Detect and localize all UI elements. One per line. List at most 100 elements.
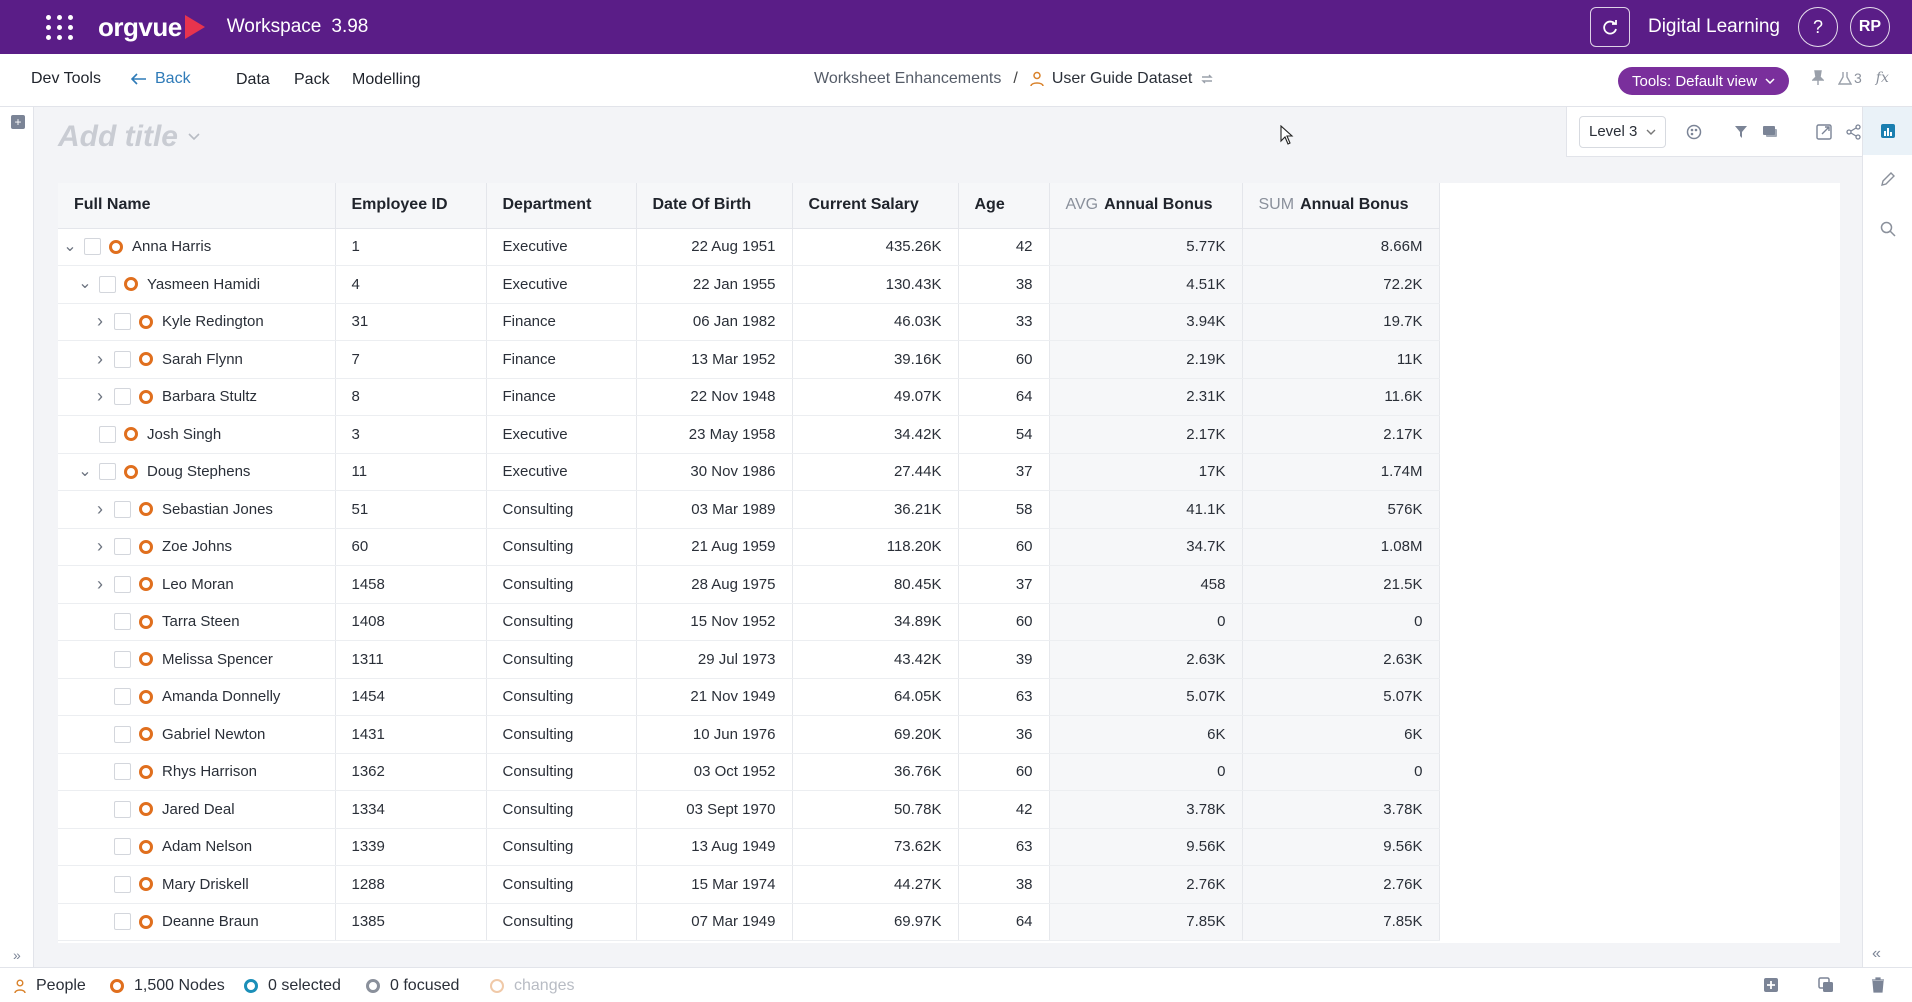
table-row[interactable]: Rhys Harrison 1362 Consulting 03 Oct 1952 36…	[58, 753, 1440, 791]
column-header[interactable]: Date Of Birth	[636, 183, 793, 229]
row-checkbox[interactable]	[114, 350, 131, 368]
name-cell[interactable]: Rhys Harrison	[58, 753, 336, 791]
salary-cell[interactable]: 69.20K	[792, 715, 959, 754]
salary-cell[interactable]: 49.07K	[792, 378, 959, 416]
dob-cell[interactable]: 29 Jul 1973	[636, 640, 793, 679]
sum-bonus-cell[interactable]: 0	[1242, 753, 1440, 791]
table-row[interactable]: ⌄ Doug Stephens 11 Executive 30 Nov 1986 27.4…	[58, 453, 1440, 491]
department-cell[interactable]: Executive	[486, 415, 637, 454]
history-button[interactable]: 3	[1838, 70, 1862, 86]
sum-bonus-cell[interactable]: 2.63K	[1242, 640, 1440, 679]
chevron-down-icon[interactable]: ⌄	[63, 237, 77, 255]
age-cell[interactable]: 42	[958, 228, 1050, 266]
search-panel-button[interactable]	[1878, 219, 1898, 239]
row-checkbox[interactable]	[99, 463, 116, 481]
dob-cell[interactable]: 03 Oct 1952	[636, 753, 793, 791]
row-checkbox[interactable]	[114, 838, 131, 856]
age-cell[interactable]: 33	[958, 303, 1050, 341]
row-checkbox[interactable]	[114, 500, 131, 518]
column-header[interactable]: Current Salary	[792, 183, 959, 229]
employee-id-cell[interactable]: 4	[335, 265, 487, 304]
sum-bonus-cell[interactable]: 2.76K	[1242, 865, 1440, 904]
department-cell[interactable]: Executive	[486, 228, 637, 266]
sum-bonus-cell[interactable]: 9.56K	[1242, 828, 1440, 866]
avg-bonus-cell[interactable]: 2.76K	[1049, 865, 1243, 904]
salary-cell[interactable]: 36.76K	[792, 753, 959, 791]
chevron-down-icon[interactable]: ⌄	[78, 275, 92, 293]
chevron-down-icon[interactable]	[188, 133, 200, 141]
employee-id-cell[interactable]: 1311	[335, 640, 487, 679]
tools-view-button[interactable]: Tools: Default view	[1618, 67, 1790, 95]
row-checkbox[interactable]	[114, 650, 131, 668]
name-cell[interactable]: Tarra Steen	[58, 603, 336, 641]
row-checkbox[interactable]	[114, 613, 131, 631]
age-cell[interactable]: 39	[958, 640, 1050, 679]
department-cell[interactable]: Consulting	[486, 903, 637, 941]
department-cell[interactable]: Consulting	[486, 828, 637, 866]
delete-icon[interactable]	[1870, 977, 1886, 993]
dob-cell[interactable]: 22 Jan 1955	[636, 265, 793, 304]
employee-id-cell[interactable]: 60	[335, 528, 487, 566]
dob-cell[interactable]: 03 Mar 1989	[636, 490, 793, 529]
chevron-right-icon[interactable]: ›	[97, 498, 103, 519]
pin-icon[interactable]	[1812, 70, 1824, 86]
user-avatar[interactable]: RP	[1850, 7, 1890, 47]
age-cell[interactable]: 64	[958, 378, 1050, 416]
table-row[interactable]: › Zoe Johns 60 Consulting 21 Aug 1959 118.20K…	[58, 528, 1440, 566]
dob-cell[interactable]: 13 Aug 1949	[636, 828, 793, 866]
dob-cell[interactable]: 07 Mar 1949	[636, 903, 793, 941]
table-row[interactable]: Jared Deal 1334 Consulting 03 Sept 1970 50.7…	[58, 790, 1440, 829]
dev-tools-link[interactable]: Dev Tools	[31, 70, 101, 87]
age-cell[interactable]: 64	[958, 903, 1050, 941]
salary-cell[interactable]: 27.44K	[792, 453, 959, 491]
dob-cell[interactable]: 28 Aug 1975	[636, 565, 793, 604]
dob-cell[interactable]: 22 Aug 1951	[636, 228, 793, 266]
swap-icon[interactable]	[1200, 72, 1214, 86]
salary-cell[interactable]: 44.27K	[792, 865, 959, 904]
department-cell[interactable]: Consulting	[486, 603, 637, 641]
column-header[interactable]: Employee ID	[335, 183, 487, 229]
sum-bonus-cell[interactable]: 6K	[1242, 715, 1440, 754]
name-cell[interactable]: ⌄ Doug Stephens	[58, 453, 336, 491]
sum-bonus-cell[interactable]: 7.85K	[1242, 903, 1440, 941]
name-cell[interactable]: Deanne Braun	[58, 903, 336, 941]
breadcrumb-workspace[interactable]: Worksheet Enhancements	[814, 70, 1002, 87]
status-nodes[interactable]: 1,500 Nodes	[110, 977, 225, 995]
row-checkbox[interactable]	[99, 275, 116, 293]
avg-bonus-cell[interactable]: 41.1K	[1049, 490, 1243, 529]
column-header[interactable]: Full Name	[58, 183, 336, 229]
age-cell[interactable]: 60	[958, 753, 1050, 791]
age-cell[interactable]: 37	[958, 453, 1050, 491]
salary-cell[interactable]: 39.16K	[792, 340, 959, 379]
help-button[interactable]: ?	[1798, 7, 1838, 47]
avg-bonus-cell[interactable]: 6K	[1049, 715, 1243, 754]
department-cell[interactable]: Executive	[486, 453, 637, 491]
sum-bonus-cell[interactable]: 0	[1242, 603, 1440, 641]
table-row[interactable]: Gabriel Newton 1431 Consulting 10 Jun 1976 6…	[58, 715, 1440, 754]
age-cell[interactable]: 36	[958, 715, 1050, 754]
name-cell[interactable]: Adam Nelson	[58, 828, 336, 866]
avg-bonus-cell[interactable]: 34.7K	[1049, 528, 1243, 566]
avg-bonus-cell[interactable]: 458	[1049, 565, 1243, 604]
department-cell[interactable]: Consulting	[486, 753, 637, 791]
age-cell[interactable]: 54	[958, 415, 1050, 454]
age-cell[interactable]: 38	[958, 865, 1050, 904]
employee-id-cell[interactable]: 1362	[335, 753, 487, 791]
age-cell[interactable]: 63	[958, 828, 1050, 866]
table-row[interactable]: Deanne Braun 1385 Consulting 07 Mar 1949 69.…	[58, 903, 1440, 941]
tenant-name[interactable]: Digital Learning	[1647, 16, 1780, 37]
share-icon[interactable]	[1846, 123, 1862, 140]
table-row[interactable]: › Kyle Redington 31 Finance 06 Jan 1982 46.03…	[58, 303, 1440, 341]
row-checkbox[interactable]	[114, 575, 131, 593]
salary-cell[interactable]: 130.43K	[792, 265, 959, 304]
employee-id-cell[interactable]: 1339	[335, 828, 487, 866]
level-select[interactable]: Level 3	[1579, 115, 1666, 148]
department-cell[interactable]: Finance	[486, 340, 637, 379]
age-cell[interactable]: 60	[958, 603, 1050, 641]
avg-bonus-cell[interactable]: 17K	[1049, 453, 1243, 491]
employee-id-cell[interactable]: 1	[335, 228, 487, 266]
status-dataset[interactable]: People	[14, 977, 86, 995]
avg-bonus-cell[interactable]: 2.19K	[1049, 340, 1243, 379]
age-cell[interactable]: 60	[958, 340, 1050, 379]
name-cell[interactable]: › Sarah Flynn	[58, 340, 336, 379]
